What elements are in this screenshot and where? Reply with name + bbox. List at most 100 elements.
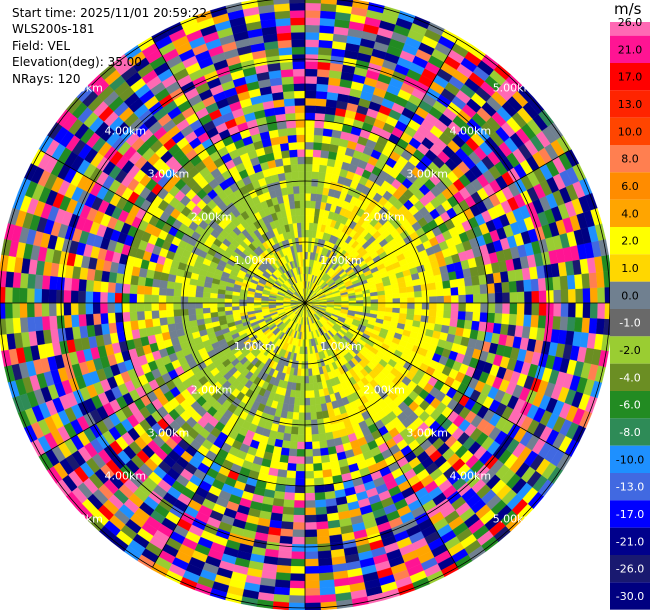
velocity-bin [297,427,306,435]
velocity-bin [291,419,300,428]
velocity-bin [315,193,323,202]
velocity-bin [167,273,177,283]
velocity-bin [114,312,124,324]
velocity-bin [158,310,167,319]
velocity-bin [165,309,175,318]
velocity-bin [313,134,323,144]
velocity-bin [70,290,79,304]
velocity-bin [0,286,6,304]
velocity-bin [304,134,314,143]
velocity-bin [136,294,145,304]
velocity-bin [304,200,311,209]
velocity-bin [130,320,139,331]
velocity-bin [370,299,379,304]
velocity-bin [287,462,297,472]
velocity-bin [274,10,291,20]
velocity-bin [284,105,296,114]
velocity-bin [283,164,292,174]
velocity-bin [363,305,371,311]
velocity-bin [100,281,109,293]
velocity-bin [596,271,605,288]
velocity-bin [316,186,324,195]
velocity-bin [299,397,306,406]
velocity-bin [324,106,337,116]
velocity-bin [283,98,295,107]
velocity-bin [319,10,336,20]
velocity-bin [589,287,598,304]
velocity-bin [114,302,123,314]
velocity-bin [272,601,290,610]
velocity-bin [280,447,290,457]
velocity-bin [41,316,51,331]
velocity-bin [100,313,109,325]
velocity-bin [107,292,116,304]
velocity-bin [294,492,306,501]
velocity-bin [304,222,310,231]
velocity-bin [304,97,316,106]
velocity-bin [434,316,444,325]
velocity-bin [385,298,393,304]
velocity-bin [180,296,189,304]
velocity-bin [41,302,50,317]
velocity-bin [238,299,247,304]
velocity-bin [435,309,445,318]
velocity-bin [428,289,437,297]
velocity-bin [289,2,306,11]
velocity-bin [304,419,312,428]
velocity-bin [304,46,319,55]
velocity-bin [292,536,306,545]
velocity-bins [0,0,610,610]
velocity-bin [292,61,306,70]
velocity-bin [136,311,146,321]
velocity-bin [464,311,474,321]
velocity-bin [311,163,320,173]
velocity-bin [99,302,108,314]
velocity-bin [290,163,299,173]
velocity-bin [304,397,311,406]
velocity-bin [92,280,102,293]
velocity-bin [282,90,295,100]
velocity-bin [321,135,332,145]
velocity-bin [195,291,204,298]
velocity-bin [501,313,510,325]
velocity-bin [274,579,291,589]
velocity-bin [12,272,22,289]
velocity-bin [129,302,138,313]
velocity-bin [281,76,294,85]
velocity-bin [545,315,554,330]
velocity-bin [319,579,336,589]
velocity-bin [319,157,329,166]
velocity-bin [392,307,401,314]
velocity-bin [289,156,298,165]
velocity-bin [92,302,101,315]
velocity-bin [317,535,331,545]
velocity-bin [4,287,13,304]
velocity-bin [304,463,314,472]
velocity-bin [312,149,322,158]
velocity-bin [92,291,101,304]
velocity-bin [304,141,314,150]
velocity-bin [56,276,65,291]
velocity-bin [559,275,569,290]
velocity-bin [92,313,102,326]
velocity-bin [290,24,306,33]
velocity-bin [545,276,554,291]
velocity-bin [434,281,444,290]
velocity-bin [310,178,319,187]
velocity-bin [291,53,306,62]
velocity-bin [294,485,306,494]
velocity-bin [508,280,518,293]
velocity-bin [294,112,306,121]
velocity-bin [486,282,496,294]
velocity-bin [12,302,21,319]
velocity-bin [312,156,321,165]
velocity-bin [287,134,297,144]
velocity-bin [304,536,318,545]
velocity-bin [304,185,312,194]
velocity-bin [581,272,591,289]
velocity-bin [130,275,139,286]
velocity-bin [568,288,576,304]
velocity-bin [151,286,160,296]
velocity-bin [304,236,309,245]
velocity-bin [19,287,28,304]
